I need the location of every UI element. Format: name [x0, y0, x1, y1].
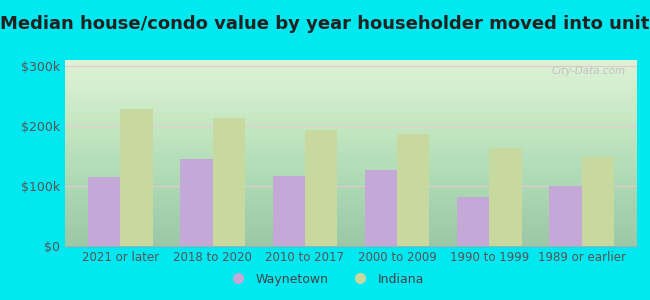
Bar: [272, 176, 305, 246]
Text: Median house/condo value by year householder moved into unit: Median house/condo value by year househo…: [0, 15, 650, 33]
Bar: [88, 177, 120, 246]
Bar: [582, 157, 614, 246]
Bar: [120, 109, 153, 246]
Bar: [397, 134, 430, 246]
Bar: [305, 130, 337, 246]
Legend: Waynetown, Indiana: Waynetown, Indiana: [221, 268, 429, 291]
Bar: [213, 118, 245, 246]
Bar: [457, 197, 489, 246]
Text: City-Data.com: City-Data.com: [551, 66, 625, 76]
Bar: [180, 159, 213, 246]
Bar: [489, 148, 522, 246]
Bar: [549, 186, 582, 246]
Bar: [365, 170, 397, 246]
